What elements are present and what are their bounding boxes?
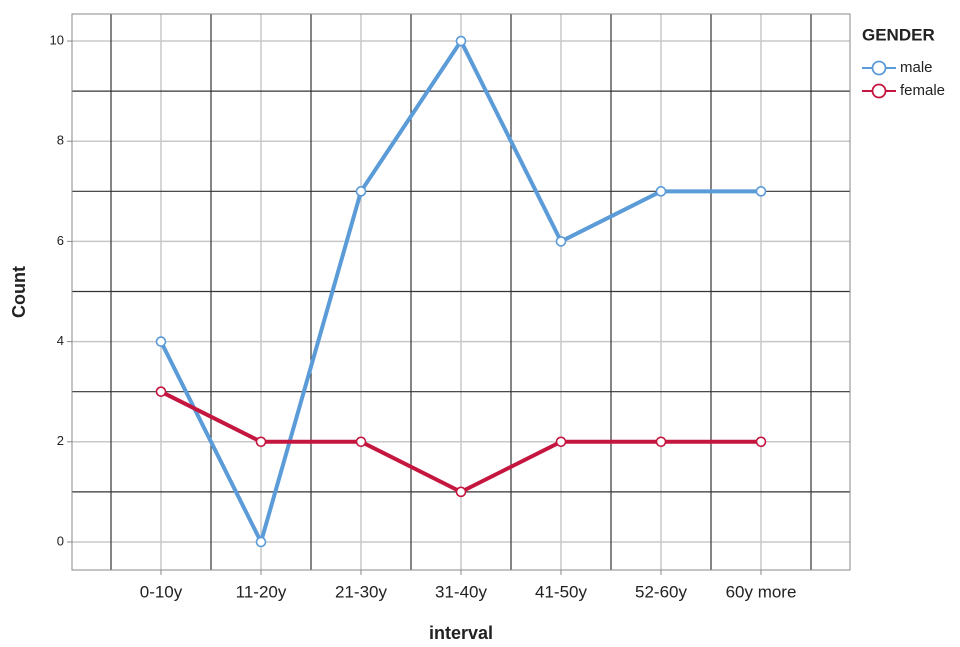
point-marker (655, 186, 667, 197)
point-marker (455, 486, 467, 498)
point-marker (555, 436, 567, 448)
y-tick-label: 4 (57, 333, 64, 348)
y-axis-title: Count (9, 266, 29, 318)
y-tick-label: 6 (57, 233, 64, 248)
x-axis-title: interval (429, 623, 493, 643)
legend-label: male (900, 59, 933, 76)
x-tick-label: 31-40y (435, 582, 487, 601)
point-marker (755, 186, 767, 197)
x-tick-label: 60y more (726, 582, 797, 601)
y-tick-label: 10 (50, 32, 64, 47)
point-marker (755, 436, 767, 448)
x-tick-label: 0-10y (140, 582, 183, 601)
point-marker (455, 35, 467, 47)
point-marker (155, 336, 167, 347)
x-tick-label: 11-20y (236, 582, 287, 601)
y-tick-label: 2 (57, 433, 64, 448)
x-tick-label: 41-50y (535, 582, 587, 601)
y-tick-label: 8 (57, 133, 64, 148)
point-marker (655, 436, 667, 448)
point-marker (355, 436, 367, 448)
point-marker (355, 186, 367, 197)
legend-title: GENDER (862, 25, 935, 44)
legend-marker (871, 83, 887, 99)
point-marker (255, 436, 267, 448)
legend-label: female (900, 82, 945, 99)
point-marker (555, 236, 567, 247)
x-tick-label: 52-60y (635, 582, 687, 601)
x-tick-label: 21-30y (335, 582, 387, 601)
legend-marker (871, 60, 887, 76)
y-tick-label: 0 (57, 533, 64, 548)
point-marker (255, 536, 267, 548)
point-marker (155, 386, 167, 397)
